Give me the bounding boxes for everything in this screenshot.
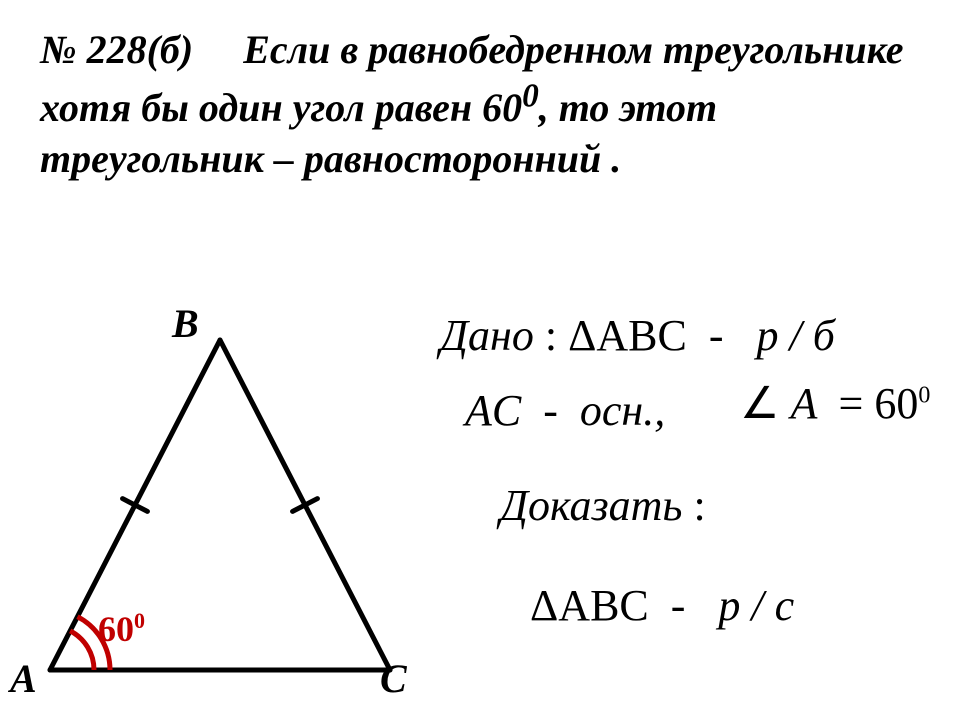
angle-value: 60 (874, 379, 918, 428)
prove-type: р / с (718, 581, 794, 630)
equals-sign: = (839, 379, 864, 428)
prove-label-line: Доказать : (500, 480, 706, 531)
vertex-label-b: B (172, 300, 199, 347)
problem-number: № 228(б) (40, 27, 193, 72)
angle-symbol: ∠ (740, 379, 779, 428)
angle-vertex: A (790, 379, 816, 428)
given-label: Дано (440, 311, 534, 360)
prove-line: ΔABC - р / с (530, 580, 794, 631)
triangle-figure: A B C 600 (10, 300, 440, 710)
vertex-label-a: A (10, 655, 37, 702)
prove-triangle: ΔABC (530, 581, 649, 630)
prove-label: Доказать (500, 481, 682, 530)
base-side: AC (465, 386, 521, 435)
page-root: № 228(б) Если в равнобедренном треугольн… (0, 0, 960, 720)
given-type: р / б (756, 311, 834, 360)
given-line-1: Дано : ΔABC - р / б (440, 310, 835, 361)
given-line-2a: AC - осн., (465, 385, 665, 436)
given-triangle: ΔABC (568, 311, 687, 360)
vertex-label-c: C (380, 655, 407, 702)
angle-value-text: 60 (98, 609, 134, 649)
angle-value-sup: 0 (134, 608, 145, 633)
triangle-svg (10, 300, 440, 710)
angle-sup: 0 (918, 382, 930, 408)
problem-statement: № 228(б) Если в равнобедренном треугольн… (40, 24, 920, 184)
base-label: осн., (580, 386, 665, 435)
given-line-2b: ∠ A = 600 (740, 378, 930, 429)
angle-60-label: 600 (98, 608, 145, 650)
